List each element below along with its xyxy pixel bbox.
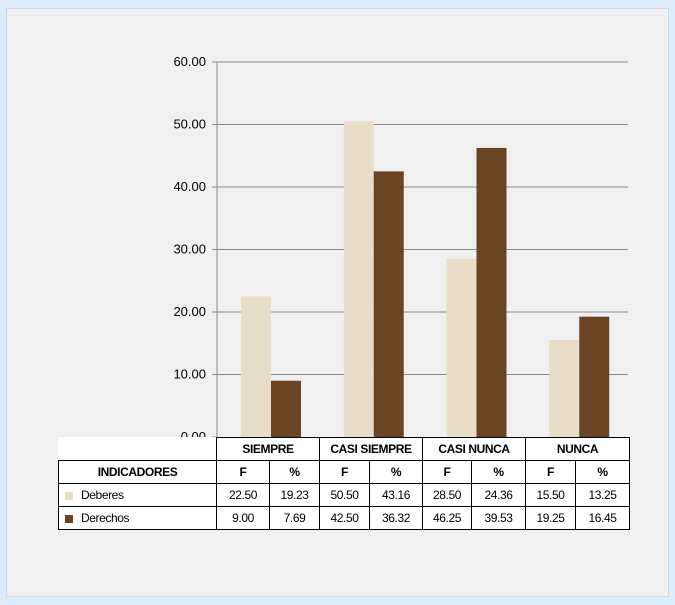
table-cell: 36.32 — [369, 506, 423, 530]
category-header: CASI NUNCA — [422, 437, 526, 461]
y-tick-label: 30.00 — [173, 242, 206, 257]
pct-header: % — [369, 460, 423, 484]
bar-deberes-4 — [549, 340, 580, 437]
table-cell: 24.36 — [471, 483, 526, 507]
table-cell: 39.53 — [471, 506, 526, 530]
bar-deberes-1 — [241, 296, 271, 437]
row-label: Deberes — [58, 483, 217, 507]
y-tick-label: 60.00 — [173, 54, 206, 69]
table-cell: 7.69 — [269, 506, 320, 530]
f-header: F — [319, 460, 370, 484]
column-header-row: INDICADORES F % F % F % F % — [58, 460, 630, 484]
table-cell: 13.25 — [575, 483, 630, 507]
bar-derechos-4 — [579, 316, 610, 437]
pct-header: % — [575, 460, 630, 484]
table-row: Derechos 9.00 7.69 42.50 36.32 46.25 39.… — [58, 506, 630, 530]
f-header: F — [216, 460, 270, 484]
bar-deberes-3 — [446, 258, 477, 437]
table-row: Deberes 22.50 19.23 50.50 43.16 28.50 24… — [58, 483, 630, 507]
bar-deberes-2 — [343, 121, 374, 437]
row-label-text: Derechos — [81, 511, 130, 525]
table-cell: 50.50 — [319, 483, 370, 507]
bar-derechos-3 — [476, 147, 507, 437]
y-tick-label: 10.00 — [173, 367, 206, 382]
table-cell: 9.00 — [216, 506, 270, 530]
table-cell: 19.23 — [269, 483, 320, 507]
table-cell: 16.45 — [575, 506, 630, 530]
y-tick-label: 40.00 — [173, 179, 206, 194]
table-cell: 22.50 — [216, 483, 270, 507]
f-header: F — [525, 460, 576, 484]
category-header: NUNCA — [525, 437, 630, 461]
bar-derechos-2 — [373, 171, 404, 437]
table-cell: 15.50 — [525, 483, 576, 507]
legend-key-derechos — [65, 514, 73, 523]
table-cell: 43.16 — [369, 483, 423, 507]
data-table: SIEMPRE CASI SIEMPRE CASI NUNCA NUNCA IN… — [58, 437, 630, 530]
row-label-text: Deberes — [81, 488, 124, 502]
indicator-header: INDICADORES — [58, 460, 217, 484]
pct-header: % — [269, 460, 320, 484]
table-cell: 42.50 — [319, 506, 370, 530]
table-cell: 46.25 — [422, 506, 472, 530]
pct-header: % — [471, 460, 526, 484]
f-header: F — [422, 460, 472, 484]
row-label: Derechos — [58, 506, 217, 530]
bar-derechos-1 — [271, 380, 301, 437]
table-cell: 19.25 — [525, 506, 576, 530]
category-header-row: SIEMPRE CASI SIEMPRE CASI NUNCA NUNCA — [59, 437, 630, 461]
category-header: CASI SIEMPRE — [319, 437, 423, 461]
legend-key-deberes — [65, 491, 73, 500]
table-cell: 28.50 — [422, 483, 472, 507]
category-header: SIEMPRE — [216, 437, 320, 461]
y-tick-label: 50.00 — [173, 117, 206, 132]
y-tick-label: 20.00 — [173, 304, 206, 319]
